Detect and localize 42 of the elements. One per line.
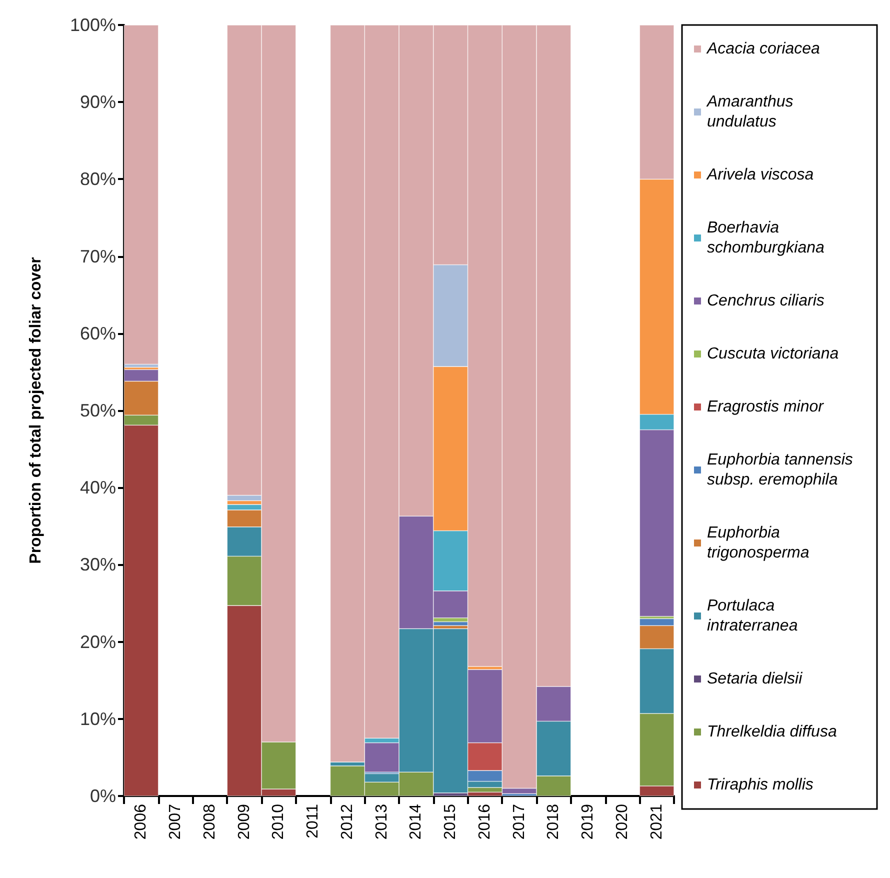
y-tick-label: 60% [80,323,116,344]
y-tick-label: 10% [80,708,116,729]
x-tick-label: 2017 [510,804,528,840]
y-tick-label: 80% [80,169,116,190]
legend-label: Euphorbia tannensis subsp. eremophila [707,452,858,488]
x-tick-label: 2019 [580,804,597,840]
legend-label: Boerhavia schomburgkiana [707,220,824,256]
x-tick-label: 2010 [270,804,288,840]
y-tick-label: 100% [70,15,116,35]
bar [124,25,158,364]
legend-label: Triraphis mollis [707,776,814,794]
x-tick-label: 2011 [304,804,322,838]
y-tick-label: 30% [80,554,116,575]
x-tick-label: 2015 [442,804,460,840]
legend-label: Arivela viscosa [706,166,814,184]
legend-label: Setaria dielsii [707,670,803,688]
y-tick-label: 90% [80,92,116,112]
legend-label: Eragrostis minor [707,398,824,416]
x-tick-label: 2021 [648,804,666,840]
y-tick-label: 40% [80,478,116,498]
x-tick-label: 2018 [545,804,562,840]
x-tick-label: 2016 [476,804,494,840]
legend-label: Portulaca intraterranea [707,598,798,634]
x-tick-label: 2020 [614,804,631,840]
y-tick-label: 20% [80,632,116,652]
y-tick-label: 50% [80,400,116,420]
y-axis-title: Proportion of total projected foliar cover [28,257,44,564]
legend-label: Cenchrus ciliaris [707,292,824,310]
x-tick-label: 2013 [373,804,390,840]
x-tick-label: 2006 [132,804,150,840]
x-tick-label: 2014 [408,804,425,840]
x-tick-label: 2009 [236,804,253,840]
x-tick-label: 2012 [338,804,356,840]
legend-label: Threlkeldia diffusa [707,724,837,740]
legend-label: Cuscuta victoriana [707,346,839,362]
y-tick-label: 0% [90,786,116,806]
legend-label: Acacia coriacea [706,40,820,58]
x-tick-label: 2007 [167,804,184,840]
x-tick-label: 2008 [201,804,218,840]
y-tick-label: 70% [80,246,116,266]
legend-label: Amaranthus undulatus [706,94,798,130]
legend-label: Euphorbia trigonosperma [707,524,810,562]
